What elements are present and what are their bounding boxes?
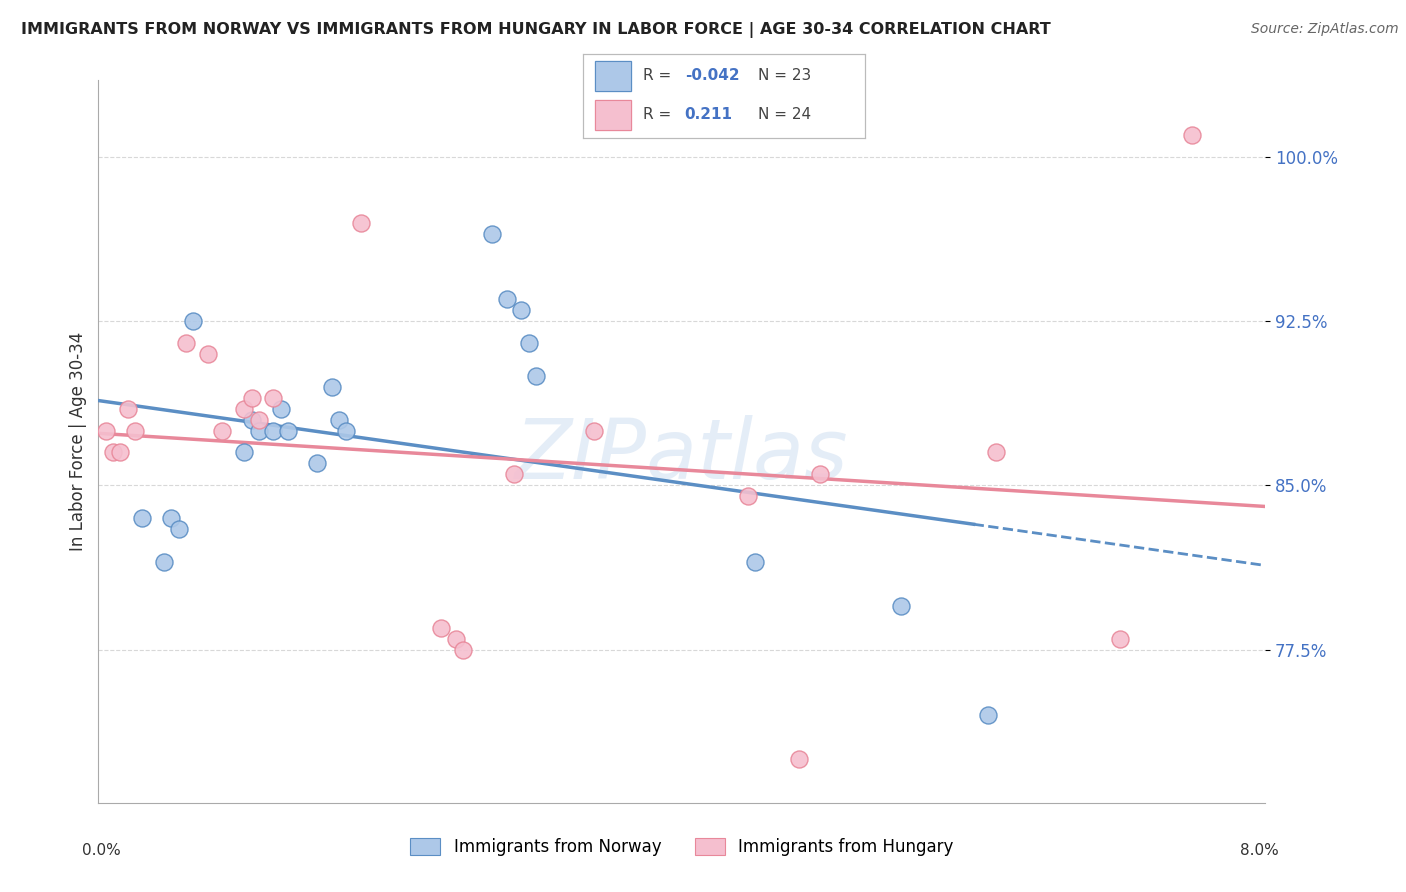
Text: N = 23: N = 23 — [758, 69, 811, 84]
Text: Source: ZipAtlas.com: Source: ZipAtlas.com — [1251, 22, 1399, 37]
Point — [444, 632, 467, 646]
Point — [328, 412, 350, 426]
Point — [737, 489, 759, 503]
Point — [517, 336, 540, 351]
Point — [335, 424, 357, 438]
Point — [321, 380, 343, 394]
Point — [233, 445, 256, 459]
Point — [160, 511, 183, 525]
Text: 8.0%: 8.0% — [1240, 843, 1279, 858]
Point — [744, 555, 766, 569]
Y-axis label: In Labor Force | Age 30-34: In Labor Force | Age 30-34 — [69, 332, 87, 551]
Point — [101, 445, 124, 459]
Text: ZIPatlas: ZIPatlas — [515, 416, 849, 497]
Point — [350, 216, 373, 230]
Point — [131, 511, 153, 525]
Point — [247, 412, 270, 426]
Point — [262, 391, 284, 405]
Point — [181, 314, 204, 328]
Point — [977, 708, 1000, 723]
Point — [174, 336, 197, 351]
Point — [510, 303, 533, 318]
Point — [307, 457, 329, 471]
Point — [524, 368, 547, 383]
Point — [810, 467, 832, 482]
Text: N = 24: N = 24 — [758, 107, 811, 121]
Text: 0.211: 0.211 — [685, 107, 733, 121]
Text: R =: R = — [643, 107, 676, 121]
Point — [197, 347, 219, 361]
Bar — [595, 100, 631, 130]
Bar — [595, 62, 631, 91]
Point — [270, 401, 292, 416]
Point — [890, 599, 912, 613]
Point — [503, 467, 526, 482]
Point — [240, 412, 263, 426]
Point — [167, 522, 190, 536]
Point — [247, 424, 270, 438]
Point — [110, 445, 132, 459]
Point — [984, 445, 1007, 459]
Point — [1108, 632, 1130, 646]
Point — [262, 424, 284, 438]
Point — [1181, 128, 1204, 142]
Text: -0.042: -0.042 — [685, 69, 740, 84]
Point — [240, 391, 263, 405]
Point — [277, 424, 299, 438]
Legend: Immigrants from Norway, Immigrants from Hungary: Immigrants from Norway, Immigrants from … — [404, 831, 960, 863]
Point — [451, 642, 474, 657]
Point — [787, 752, 810, 766]
Point — [94, 424, 117, 438]
Text: IMMIGRANTS FROM NORWAY VS IMMIGRANTS FROM HUNGARY IN LABOR FORCE | AGE 30-34 COR: IMMIGRANTS FROM NORWAY VS IMMIGRANTS FRO… — [21, 22, 1050, 38]
Point — [211, 424, 233, 438]
Point — [430, 621, 453, 635]
Text: R =: R = — [643, 69, 676, 84]
Text: 0.0%: 0.0% — [82, 843, 121, 858]
Point — [583, 424, 606, 438]
Bar — [595, 100, 631, 130]
Bar — [595, 62, 631, 91]
Point — [496, 292, 519, 306]
Point — [153, 555, 176, 569]
Point — [124, 424, 146, 438]
Point — [233, 401, 256, 416]
Point — [481, 227, 503, 241]
Point — [117, 401, 139, 416]
